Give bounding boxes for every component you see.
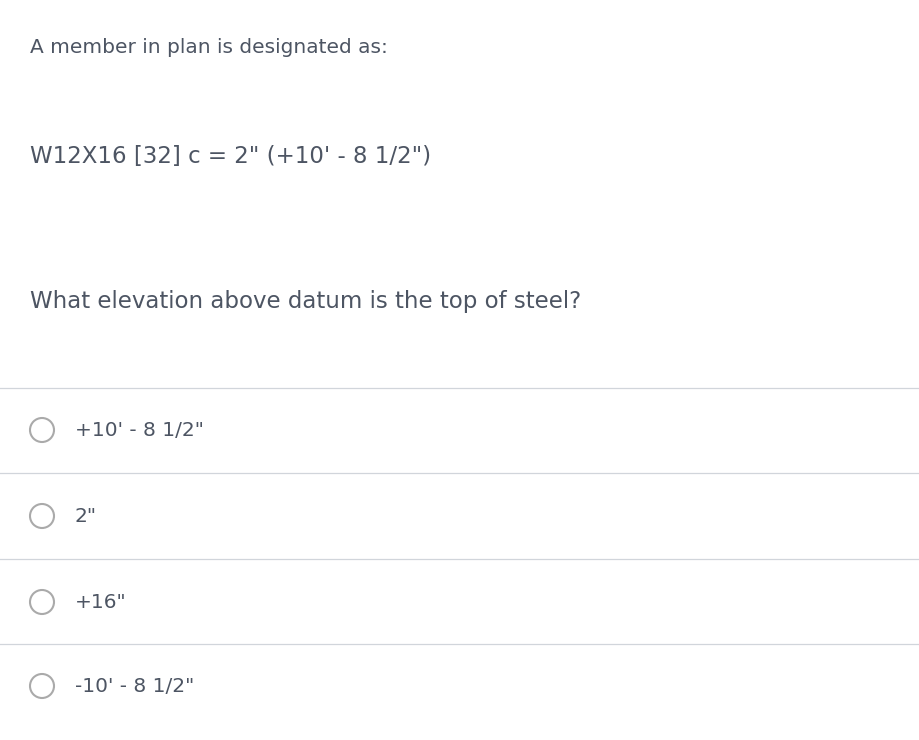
Text: +16": +16": [75, 593, 127, 611]
Text: +10' - 8 1/2": +10' - 8 1/2": [75, 420, 204, 440]
Text: -10' - 8 1/2": -10' - 8 1/2": [75, 676, 194, 696]
Text: What elevation above datum is the top of steel?: What elevation above datum is the top of…: [30, 290, 581, 313]
Text: A member in plan is designated as:: A member in plan is designated as:: [30, 38, 388, 57]
Text: 2": 2": [75, 506, 96, 525]
Text: W12X16 [32] c = 2" (+10' - 8 1/2"): W12X16 [32] c = 2" (+10' - 8 1/2"): [30, 145, 431, 168]
